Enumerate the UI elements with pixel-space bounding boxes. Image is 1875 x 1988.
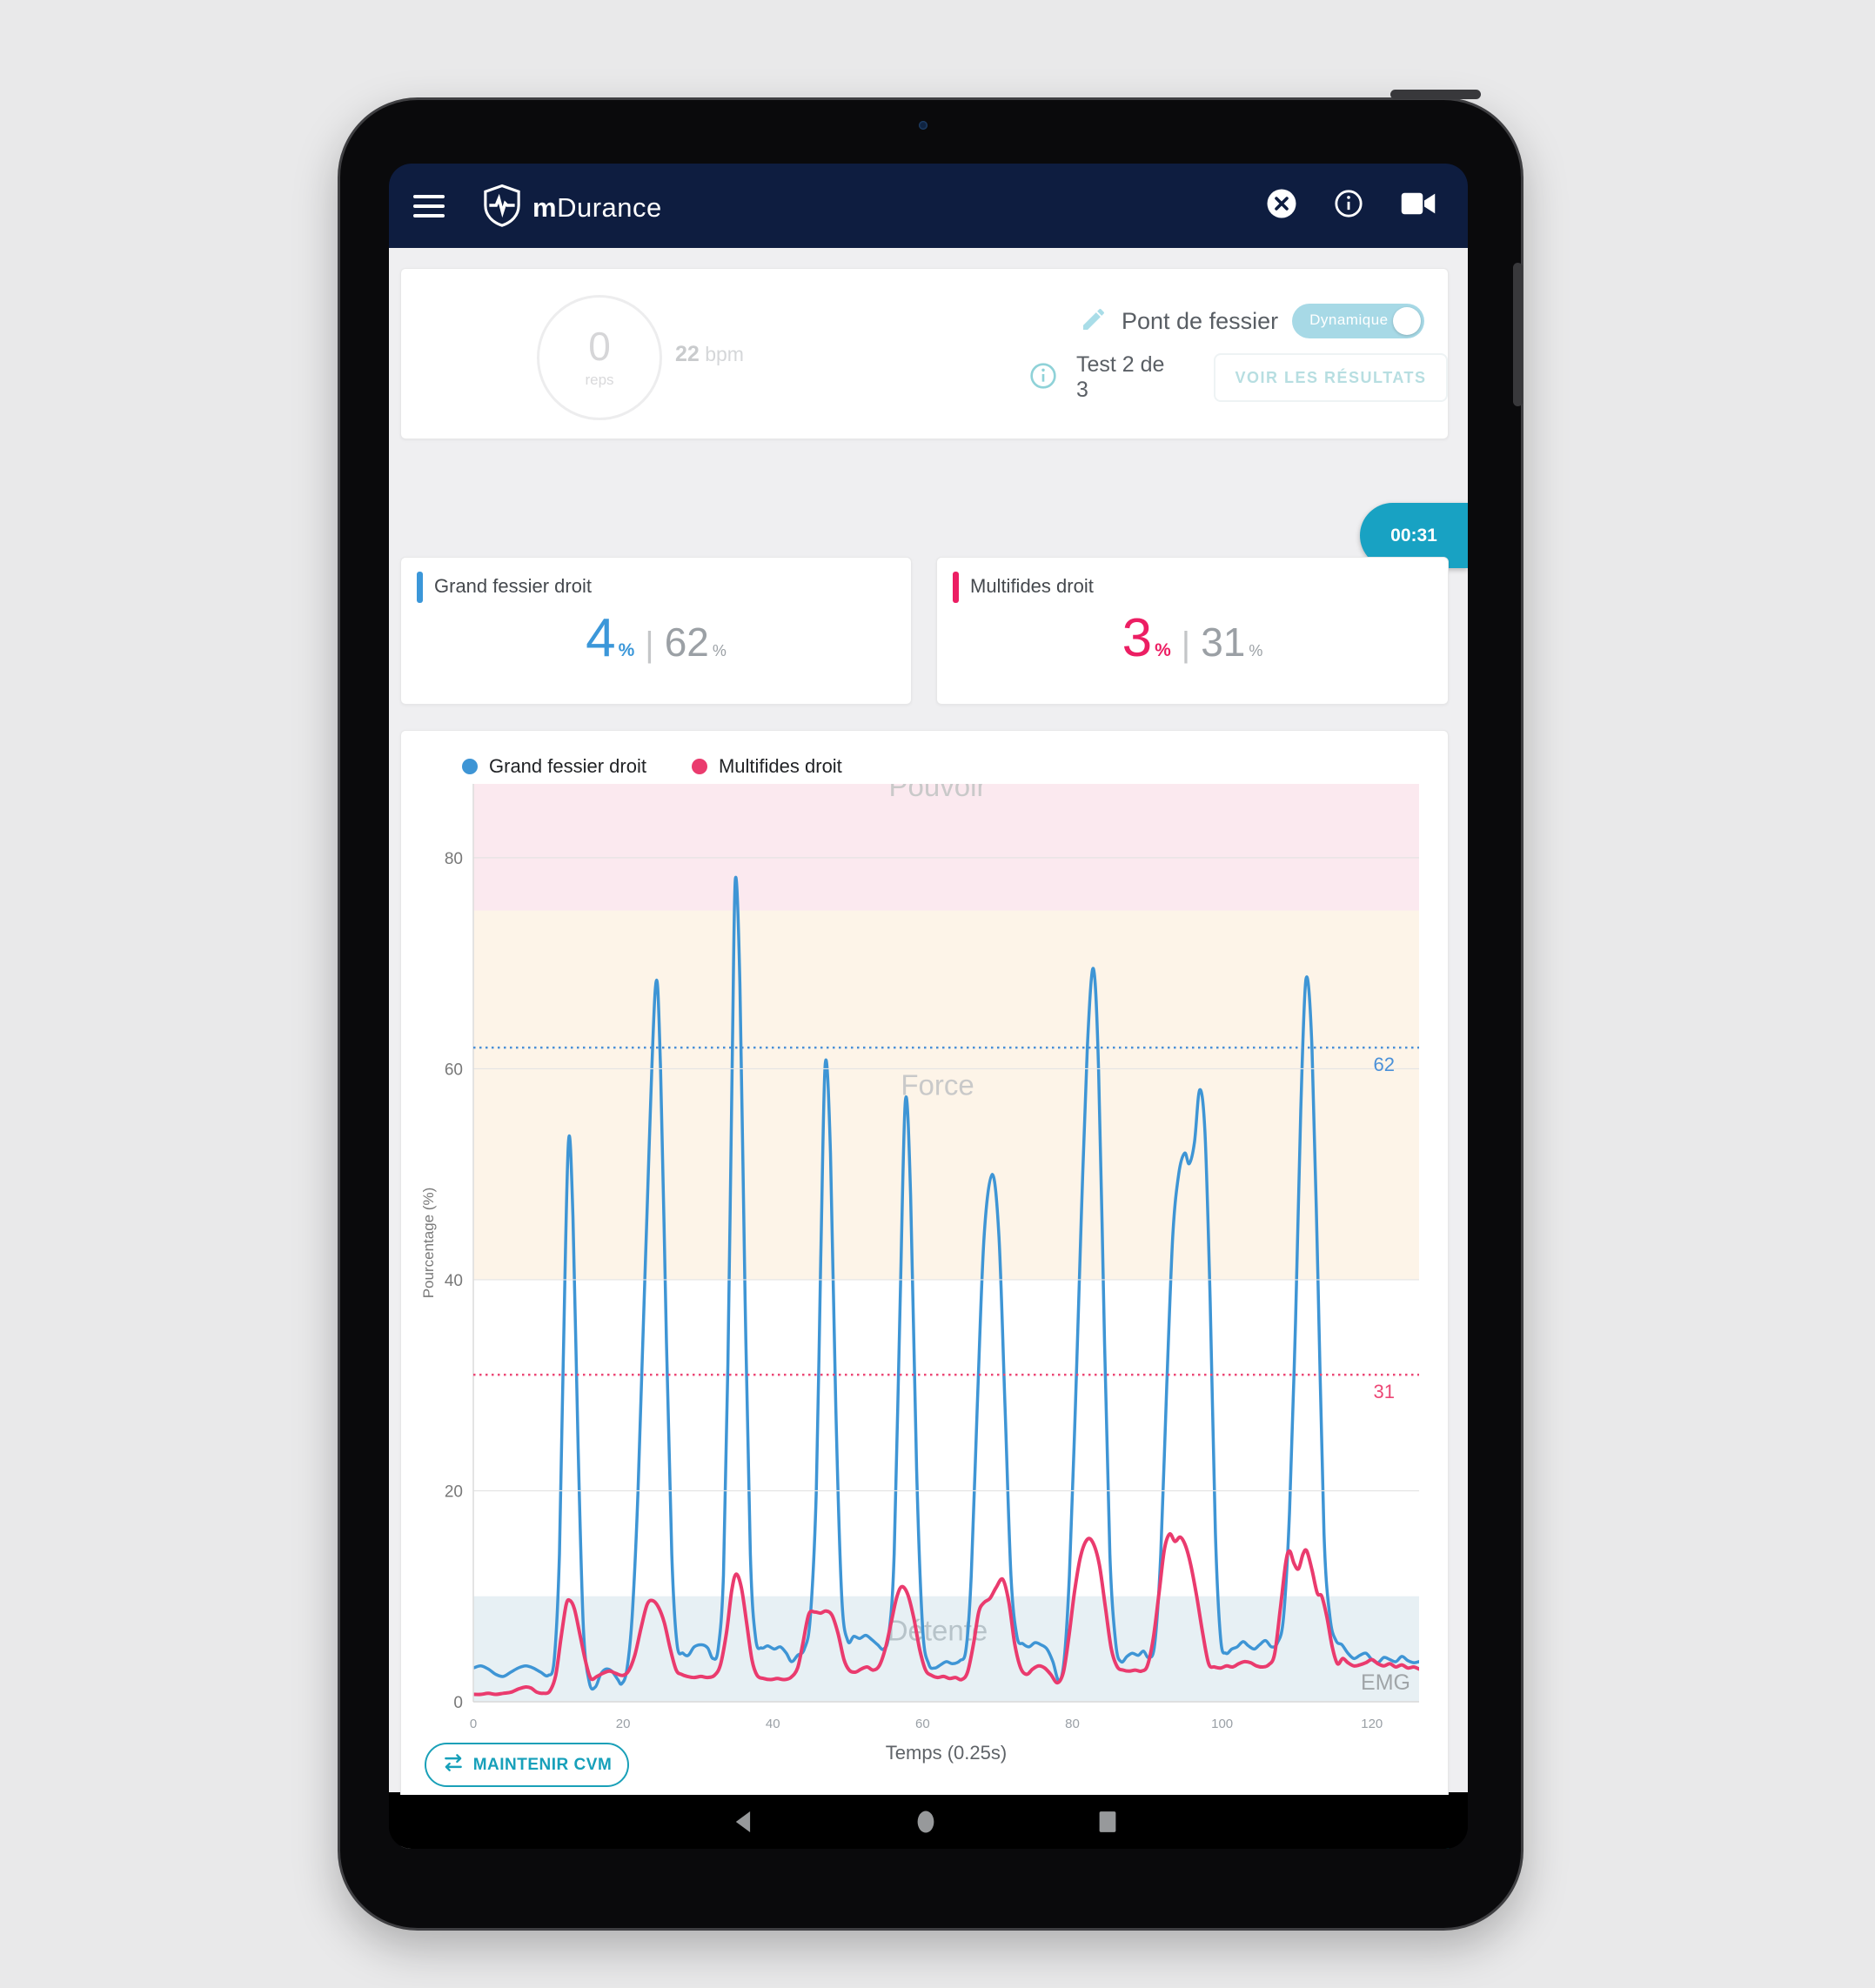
metric-current-value: 3	[1122, 608, 1153, 668]
metric-label: Grand fessier droit	[434, 575, 592, 597]
svg-text:60: 60	[915, 1717, 930, 1731]
app-content: 0 reps 22 bpm Pont de fessier Dynamique	[389, 248, 1468, 1849]
view-results-button[interactable]: VOIR LES RÉSULTATS	[1214, 353, 1448, 402]
metric-current-unit: %	[618, 640, 635, 660]
swap-arrows-icon	[442, 1751, 465, 1779]
info-icon[interactable]	[1334, 189, 1363, 223]
tablet-screen: mDurance	[389, 164, 1468, 1849]
shield-pulse-icon	[479, 181, 526, 234]
home-button[interactable]	[900, 1795, 952, 1849]
svg-text:40: 40	[445, 1272, 463, 1290]
svg-text:20: 20	[445, 1483, 463, 1501]
edit-pencil-icon[interactable]	[1080, 305, 1108, 338]
app-bar: mDurance	[389, 164, 1468, 248]
svg-text:Pouvoir: Pouvoir	[889, 770, 987, 802]
emg-chart-card: Pouvoir Force Détente 0 20 40 60 80 0 20 40 60 80 100…	[400, 730, 1449, 1810]
svg-text:80: 80	[1065, 1717, 1080, 1731]
svg-text:0: 0	[453, 1694, 463, 1712]
legend-item[interactable]: Multifides droit	[691, 755, 842, 778]
mode-toggle-label: Dynamique	[1309, 311, 1389, 328]
metric-max-unit: %	[1249, 642, 1263, 659]
svg-text:Pourcentage (%): Pourcentage (%)	[420, 1188, 437, 1299]
bpm-indicator: 22 bpm	[675, 342, 744, 366]
svg-text:Force: Force	[901, 1069, 974, 1101]
recents-button[interactable]	[1081, 1795, 1134, 1849]
toggle-knob	[1393, 307, 1422, 335]
emg-chart: Pouvoir Force Détente 0 20 40 60 80 0 20 40 60 80 100…	[420, 770, 1419, 1764]
app-title: mDurance	[532, 191, 662, 223]
metric-max-value: 31	[1201, 619, 1246, 665]
svg-text:EMG: EMG	[1361, 1670, 1410, 1695]
metric-divider: |	[645, 626, 654, 664]
metric-card: Multifides droit 3 % | 31 %	[936, 557, 1449, 705]
close-icon[interactable]	[1266, 188, 1297, 224]
svg-text:Temps (0.25s): Temps (0.25s)	[886, 1742, 1007, 1764]
android-nav-bar	[389, 1795, 1468, 1849]
metric-current-value: 4	[586, 608, 616, 668]
legend-label: Grand fessier droit	[489, 755, 646, 777]
legend-label: Multifides droit	[718, 755, 842, 777]
svg-text:120: 120	[1361, 1717, 1383, 1731]
metric-values: 3 % | 31 %	[937, 612, 1448, 666]
session-header-card: 0 reps 22 bpm Pont de fessier Dynamique	[400, 268, 1449, 439]
svg-text:62: 62	[1374, 1054, 1395, 1075]
reps-counter: 0 reps	[537, 295, 662, 420]
svg-text:31: 31	[1374, 1381, 1395, 1402]
chart-legend: Grand fessier droit Multifides droit	[462, 755, 842, 778]
metric-max-value: 62	[664, 619, 709, 665]
svg-text:40: 40	[766, 1717, 780, 1731]
test-progress-label: Test 2 de 3	[1076, 352, 1165, 402]
volume-button[interactable]	[1513, 263, 1523, 406]
mode-toggle[interactable]: Dynamique	[1292, 304, 1425, 338]
svg-text:0: 0	[470, 1717, 477, 1731]
metric-max-unit: %	[712, 642, 727, 659]
videocam-icon[interactable]	[1400, 188, 1436, 224]
svg-text:100: 100	[1211, 1717, 1233, 1731]
svg-text:80: 80	[445, 850, 463, 868]
front-camera	[919, 121, 927, 130]
menu-icon[interactable]	[413, 195, 445, 218]
metric-color-bar	[953, 572, 959, 603]
svg-text:60: 60	[445, 1061, 463, 1079]
exercise-name: Pont de fessier	[1122, 307, 1279, 334]
metric-current-unit: %	[1155, 640, 1171, 660]
legend-dot	[462, 759, 478, 774]
legend-item[interactable]: Grand fessier droit	[462, 755, 646, 778]
test-info-icon[interactable]	[1029, 362, 1057, 394]
power-button[interactable]	[1390, 90, 1481, 99]
reps-label: reps	[585, 371, 614, 388]
maintain-cvm-button[interactable]: MAINTENIR CVM	[425, 1743, 629, 1787]
svg-text:Détente: Détente	[887, 1615, 988, 1647]
metric-label: Multifides droit	[970, 575, 1094, 597]
legend-dot	[691, 759, 707, 774]
metric-card: Grand fessier droit 4 % | 62 %	[400, 557, 912, 705]
maintain-cvm-label: MAINTENIR CVM	[472, 1755, 613, 1774]
metric-values: 4 % | 62 %	[401, 612, 911, 666]
svg-text:20: 20	[616, 1717, 631, 1731]
metric-divider: |	[1181, 626, 1191, 664]
reps-value: 0	[588, 324, 611, 369]
back-button[interactable]	[718, 1795, 770, 1849]
app-logo: mDurance	[479, 181, 662, 234]
metric-color-bar	[417, 572, 423, 603]
